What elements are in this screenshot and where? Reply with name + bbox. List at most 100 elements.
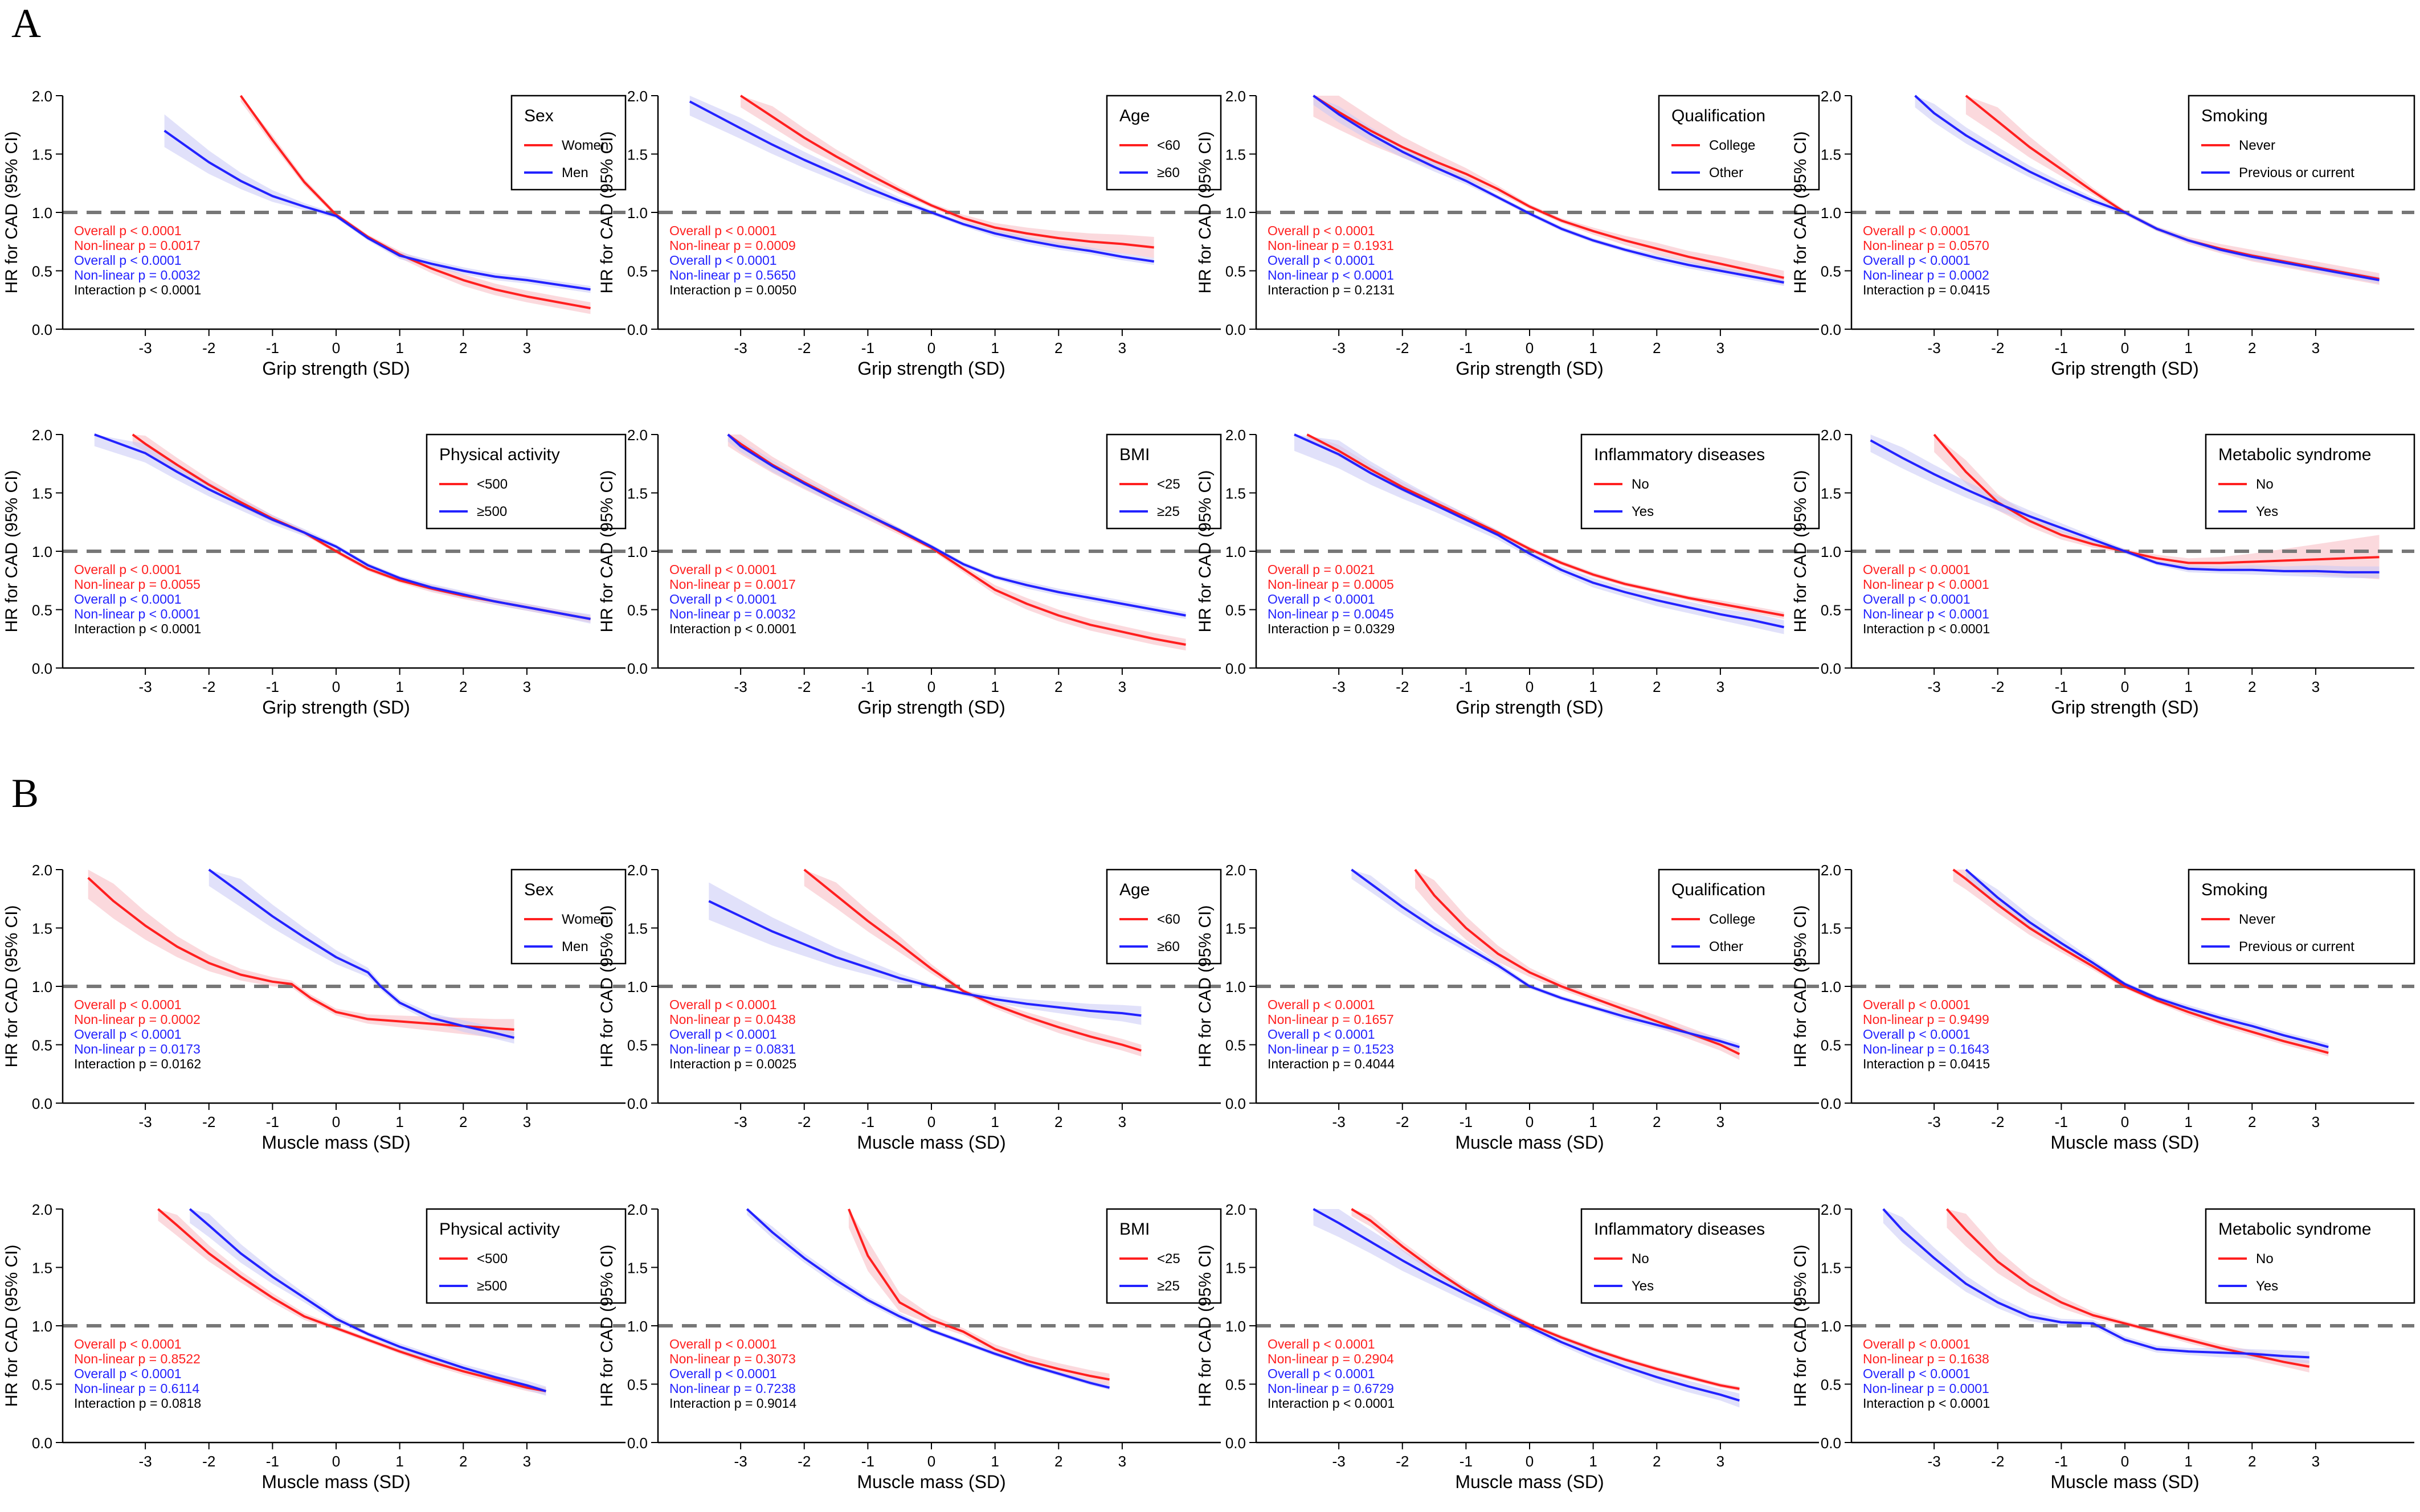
x-tick-label-B7-6: 3 — [1716, 1453, 1724, 1470]
stat-line-B2-0: Overall p < 0.0001 — [669, 997, 777, 1012]
legend-box-A3 — [1658, 95, 1820, 191]
stat-line-A6-2: Overall p < 0.0001 — [669, 592, 777, 607]
y-tick-label-A1-4: 2.0 — [32, 88, 52, 105]
x-tick-label-B6-6: 3 — [1118, 1453, 1126, 1470]
y-tick-label-A2-4: 2.0 — [627, 88, 648, 105]
legend-label-A1-0: Women — [562, 138, 608, 153]
y-tick-label-B4-4: 2.0 — [1821, 862, 1841, 879]
series-line-B4-1 — [1965, 868, 2329, 1048]
legend-box-B4 — [2188, 868, 2415, 965]
ci-band-B5-1 — [190, 1209, 546, 1396]
legend-label-B1-1: Men — [562, 939, 588, 954]
series-line-B5-1 — [189, 1208, 546, 1392]
stat-line-B5-2: Overall p < 0.0001 — [74, 1366, 182, 1381]
x-tick-label-B3-0: -3 — [1332, 1113, 1346, 1130]
y-tick-label-B6-4: 2.0 — [627, 1201, 648, 1218]
series-line-B3-1 — [1351, 868, 1740, 1048]
stat-line-A6-4: Interaction p < 0.0001 — [669, 621, 796, 636]
stat-line-A2-3: Non-linear p = 0.5650 — [669, 268, 796, 282]
y-axis-label-A3: HR for CAD (95% CI) — [1196, 131, 1215, 293]
y-axis-label-A5: HR for CAD (95% CI) — [2, 470, 21, 632]
x-tick-label-A5-6: 3 — [523, 678, 531, 695]
x-tick-label-B5-0: -3 — [139, 1453, 152, 1470]
legend-label-B5-1: ≥500 — [477, 1279, 507, 1294]
stat-line-A2-4: Interaction p = 0.0050 — [669, 282, 796, 297]
y-tick-label-B1-3: 1.5 — [32, 920, 52, 937]
x-tick-label-B1-2: -1 — [266, 1113, 279, 1130]
y-tick-label-B2-0: 0.0 — [627, 1095, 648, 1112]
legend-box-A7 — [1580, 433, 1820, 530]
x-tick-label-A6-6: 3 — [1118, 678, 1126, 695]
chart-panel-A4: 0.0 0.5 1.0 1.5 2.0 -3 -2 -1 0 1 2 3 Grip strength (… — [1791, 88, 2415, 379]
stat-line-A5-0: Overall p < 0.0001 — [74, 562, 182, 577]
x-tick-label-B4-1: -2 — [1991, 1113, 2004, 1130]
x-tick-label-A4-2: -1 — [2055, 339, 2068, 357]
x-axis-label-A5: Grip strength (SD) — [262, 697, 410, 718]
y-tick-label-A1-2: 1.0 — [32, 204, 52, 222]
stat-line-A6-1: Non-linear p = 0.0017 — [669, 577, 796, 592]
stat-line-A1-3: Non-linear p = 0.0032 — [74, 268, 201, 282]
x-tick-label-A8-6: 3 — [2312, 678, 2320, 695]
y-tick-label-B6-1: 0.5 — [627, 1376, 648, 1394]
x-tick-label-A6-5: 2 — [1054, 678, 1062, 695]
x-tick-label-A4-0: -3 — [1928, 339, 1941, 357]
y-tick-label-B7-1: 0.5 — [1225, 1376, 1246, 1394]
series-line-B5-0 — [157, 1208, 546, 1392]
stat-line-B7-2: Overall p < 0.0001 — [1268, 1366, 1375, 1381]
y-tick-label-A2-0: 0.0 — [627, 321, 648, 338]
stat-line-A7-1: Non-linear p = 0.0005 — [1268, 577, 1394, 592]
x-tick-label-A2-3: 0 — [927, 339, 935, 357]
x-tick-label-A2-0: -3 — [734, 339, 747, 357]
y-tick-label-A2-2: 1.0 — [627, 204, 648, 222]
y-tick-label-A3-4: 2.0 — [1225, 88, 1246, 105]
chart-panel-A3: 0.0 0.5 1.0 1.5 2.0 -3 -2 -1 0 1 2 3 Grip strength (… — [1196, 88, 1820, 379]
legend-box-B8 — [2205, 1208, 2415, 1304]
x-axis-label-A6: Grip strength (SD) — [857, 697, 1005, 718]
y-tick-label-A6-1: 0.5 — [627, 602, 648, 619]
stat-line-B8-0: Overall p < 0.0001 — [1863, 1337, 1971, 1351]
x-tick-label-A7-0: -3 — [1332, 678, 1346, 695]
y-axis-label-A2: HR for CAD (95% CI) — [598, 131, 616, 293]
x-tick-label-A2-5: 2 — [1054, 339, 1062, 357]
x-tick-label-A8-4: 1 — [2184, 678, 2192, 695]
x-axis-label-B6: Muscle mass (SD) — [857, 1472, 1005, 1492]
y-tick-label-B1-4: 2.0 — [32, 862, 52, 879]
y-tick-label-A8-4: 2.0 — [1821, 427, 1841, 444]
stat-line-B2-2: Overall p < 0.0001 — [669, 1027, 777, 1042]
legend-label-B8-0: No — [2256, 1251, 2274, 1267]
x-tick-label-B2-0: -3 — [734, 1113, 747, 1130]
series-line-B1-0 — [87, 876, 514, 1031]
legend-box-B6 — [1106, 1208, 1222, 1304]
stat-line-A2-0: Overall p < 0.0001 — [669, 223, 777, 238]
x-tick-label-A3-3: 0 — [1526, 339, 1534, 357]
stat-line-B4-1: Non-linear p = 0.9499 — [1863, 1012, 1989, 1027]
legend-label-B3-1: Other — [1709, 939, 1743, 954]
y-tick-label-A6-0: 0.0 — [627, 660, 648, 677]
series-line-B2-1 — [708, 900, 1142, 1017]
legend-box-B3 — [1658, 868, 1820, 965]
x-tick-label-A1-2: -1 — [266, 339, 279, 357]
legend-label-B7-0: No — [1632, 1251, 1649, 1267]
stat-line-A2-1: Non-linear p = 0.0009 — [669, 238, 796, 253]
x-tick-label-A4-5: 2 — [2248, 339, 2256, 357]
x-tick-label-A6-2: -1 — [861, 678, 874, 695]
y-tick-label-A7-2: 1.0 — [1225, 543, 1246, 560]
x-tick-label-B5-3: 0 — [332, 1453, 340, 1470]
y-tick-label-A5-4: 2.0 — [32, 427, 52, 444]
legend-label-A2-0: <60 — [1157, 138, 1180, 153]
stat-line-A1-0: Overall p < 0.0001 — [74, 223, 182, 238]
stat-line-A3-1: Non-linear p = 0.1931 — [1268, 238, 1394, 253]
legend-title-A8: Metabolic syndrome — [2218, 445, 2371, 464]
x-tick-label-A2-1: -2 — [798, 339, 811, 357]
y-tick-label-A4-4: 2.0 — [1821, 88, 1841, 105]
x-axis-label-B7: Muscle mass (SD) — [1455, 1472, 1604, 1492]
legend-label-A7-1: Yes — [1632, 504, 1654, 519]
stat-line-B4-0: Overall p < 0.0001 — [1863, 997, 1971, 1012]
legend-box-A5 — [426, 433, 627, 530]
y-tick-label-B8-1: 0.5 — [1821, 1376, 1841, 1394]
x-tick-label-A3-5: 2 — [1653, 339, 1661, 357]
section-label-a: A — [11, 1, 41, 46]
legend-title-B1: Sex — [524, 880, 554, 899]
x-tick-label-B8-1: -2 — [1991, 1453, 2004, 1470]
x-tick-label-B8-4: 1 — [2184, 1453, 2192, 1470]
